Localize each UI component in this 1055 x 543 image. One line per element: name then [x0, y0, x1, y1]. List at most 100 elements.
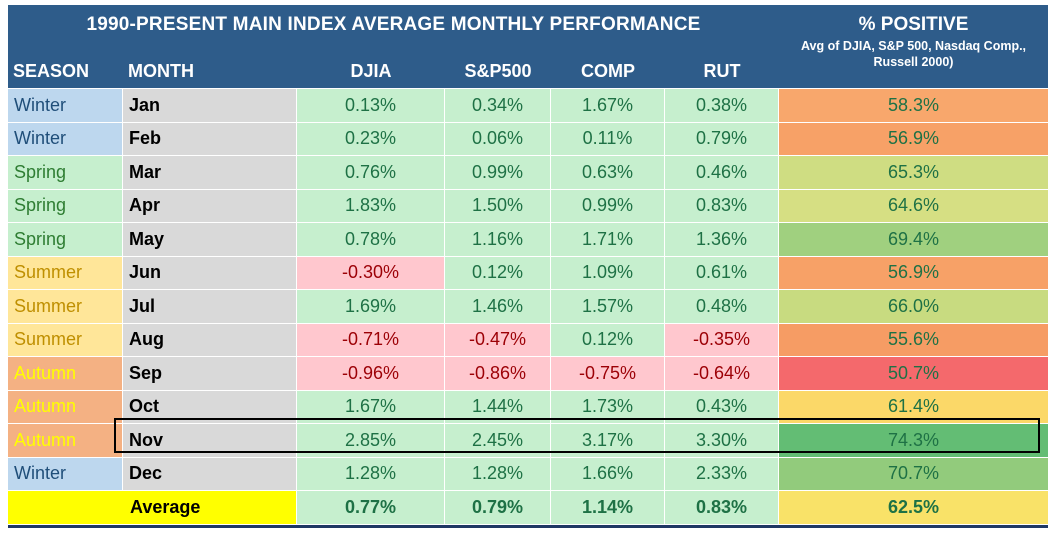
- table-row: Summer Jul 1.69% 1.46% 1.57% 0.48% 66.0%: [8, 290, 1048, 323]
- month-cell: Apr: [123, 189, 297, 222]
- month-cell: Oct: [123, 390, 297, 423]
- rut-value-cell: 0.83%: [665, 189, 779, 222]
- sp500-value-cell: 0.99%: [445, 156, 551, 189]
- season-cell: Autumn: [8, 424, 123, 457]
- month-cell: Jul: [123, 290, 297, 323]
- table-bottom-border: [8, 524, 1048, 528]
- sp500-value-cell: 1.28%: [445, 457, 551, 490]
- header-right: % POSITIVE Avg of DJIA, S&P 500, Nasdaq …: [779, 5, 1048, 88]
- djia-value-cell: 1.83%: [297, 189, 445, 222]
- table-row: Winter Feb 0.23% 0.06% 0.11% 0.79% 56.9%: [8, 122, 1048, 155]
- djia-value-cell: 0.23%: [297, 122, 445, 155]
- sp500-value-cell: 0.12%: [445, 256, 551, 289]
- pos-percent-cell: 56.9%: [779, 256, 1048, 289]
- pos-percent-cell: 66.0%: [779, 290, 1048, 323]
- pos-percent-cell: 64.6%: [779, 189, 1048, 222]
- comp-value-cell: 1.09%: [551, 256, 665, 289]
- table-body: Winter Jan 0.13% 0.34% 1.67% 0.38% 58.3%…: [8, 89, 1048, 490]
- month-cell: Jan: [123, 89, 297, 122]
- season-cell: Summer: [8, 256, 123, 289]
- rut-value-cell: 0.46%: [665, 156, 779, 189]
- average-label-cell: Average: [8, 491, 297, 524]
- month-cell: Aug: [123, 323, 297, 356]
- table-row: Winter Jan 0.13% 0.34% 1.67% 0.38% 58.3%: [8, 89, 1048, 122]
- djia-value-cell: 2.85%: [297, 424, 445, 457]
- table-row: Autumn Sep -0.96% -0.86% -0.75% -0.64% 5…: [8, 357, 1048, 390]
- average-pos-cell: 62.5%: [779, 491, 1048, 524]
- table-title: 1990-PRESENT MAIN INDEX AVERAGE MONTHLY …: [86, 14, 701, 35]
- table-header: 1990-PRESENT MAIN INDEX AVERAGE MONTHLY …: [8, 5, 1048, 88]
- season-cell: Winter: [8, 89, 123, 122]
- average-sp500-cell: 0.79%: [445, 491, 551, 524]
- djia-value-cell: 0.76%: [297, 156, 445, 189]
- rut-value-cell: 0.43%: [665, 390, 779, 423]
- sp500-value-cell: 1.46%: [445, 290, 551, 323]
- pos-percent-cell: 58.3%: [779, 89, 1048, 122]
- rut-value-cell: 2.33%: [665, 457, 779, 490]
- sp500-value-cell: -0.47%: [445, 323, 551, 356]
- month-cell: Mar: [123, 156, 297, 189]
- sp500-value-cell: 0.34%: [445, 89, 551, 122]
- table-row: Spring Apr 1.83% 1.50% 0.99% 0.83% 64.6%: [8, 189, 1048, 222]
- column-header-month: MONTH: [128, 61, 194, 81]
- comp-value-cell: 0.11%: [551, 122, 665, 155]
- rut-value-cell: 0.61%: [665, 256, 779, 289]
- column-header-comp: COMP: [581, 61, 635, 81]
- header-left: 1990-PRESENT MAIN INDEX AVERAGE MONTHLY …: [8, 5, 779, 88]
- month-cell: Dec: [123, 457, 297, 490]
- djia-value-cell: 0.13%: [297, 89, 445, 122]
- pos-percent-cell: 74.3%: [779, 424, 1048, 457]
- season-cell: Summer: [8, 290, 123, 323]
- rut-value-cell: 1.36%: [665, 223, 779, 256]
- sp500-value-cell: 2.45%: [445, 424, 551, 457]
- table-row: Autumn Nov 2.85% 2.45% 3.17% 3.30% 74.3%: [8, 424, 1048, 457]
- average-comp-cell: 1.14%: [551, 491, 665, 524]
- column-headers: SEASON MONTH DJIA S&P500 COMP RUT: [8, 61, 779, 88]
- month-cell: Sep: [123, 357, 297, 390]
- djia-value-cell: -0.30%: [297, 256, 445, 289]
- season-cell: Summer: [8, 323, 123, 356]
- rut-value-cell: 0.38%: [665, 89, 779, 122]
- comp-value-cell: 0.63%: [551, 156, 665, 189]
- djia-value-cell: -0.96%: [297, 357, 445, 390]
- pos-percent-cell: 61.4%: [779, 390, 1048, 423]
- pos-percent-cell: 65.3%: [779, 156, 1048, 189]
- comp-value-cell: 1.73%: [551, 390, 665, 423]
- month-cell: Nov: [123, 424, 297, 457]
- djia-value-cell: -0.71%: [297, 323, 445, 356]
- table-row: Autumn Oct 1.67% 1.44% 1.73% 0.43% 61.4%: [8, 390, 1048, 423]
- season-cell: Winter: [8, 122, 123, 155]
- pos-column-title: % POSITIVE: [858, 14, 969, 35]
- average-djia-cell: 0.77%: [297, 491, 445, 524]
- comp-value-cell: -0.75%: [551, 357, 665, 390]
- season-cell: Spring: [8, 156, 123, 189]
- table-row: Summer Jun -0.30% 0.12% 1.09% 0.61% 56.9…: [8, 256, 1048, 289]
- month-cell: Feb: [123, 122, 297, 155]
- pos-percent-cell: 69.4%: [779, 223, 1048, 256]
- djia-value-cell: 0.78%: [297, 223, 445, 256]
- average-row: Average 0.77% 0.79% 1.14% 0.83% 62.5%: [8, 491, 1048, 524]
- column-header-rut: RUT: [703, 61, 741, 81]
- rut-value-cell: 0.48%: [665, 290, 779, 323]
- sp500-value-cell: 1.16%: [445, 223, 551, 256]
- average-rut-cell: 0.83%: [665, 491, 779, 524]
- column-header-djia: DJIA: [350, 61, 392, 81]
- comp-value-cell: 0.99%: [551, 189, 665, 222]
- rut-value-cell: -0.35%: [665, 323, 779, 356]
- season-cell: Autumn: [8, 357, 123, 390]
- month-cell: Jun: [123, 256, 297, 289]
- table: 1990-PRESENT MAIN INDEX AVERAGE MONTHLY …: [8, 5, 1048, 528]
- month-cell: May: [123, 223, 297, 256]
- rut-value-cell: -0.64%: [665, 357, 779, 390]
- table-row: Spring May 0.78% 1.16% 1.71% 1.36% 69.4%: [8, 223, 1048, 256]
- sp500-value-cell: -0.86%: [445, 357, 551, 390]
- table-row: Summer Aug -0.71% -0.47% 0.12% -0.35% 55…: [8, 323, 1048, 356]
- sp500-value-cell: 0.06%: [445, 122, 551, 155]
- pos-percent-cell: 55.6%: [779, 323, 1048, 356]
- rut-value-cell: 3.30%: [665, 424, 779, 457]
- pos-percent-cell: 70.7%: [779, 457, 1048, 490]
- comp-value-cell: 3.17%: [551, 424, 665, 457]
- column-header-season: SEASON: [13, 61, 90, 81]
- sp500-value-cell: 1.50%: [445, 189, 551, 222]
